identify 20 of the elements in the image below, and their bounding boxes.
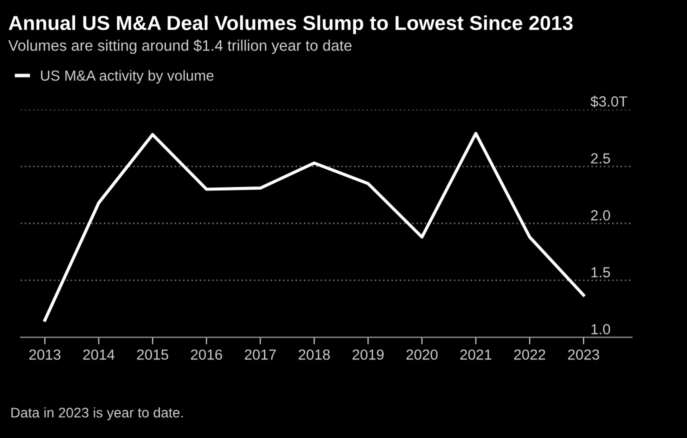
x-tick-label: 2017 bbox=[244, 349, 276, 360]
x-tick-label: 2020 bbox=[406, 349, 438, 360]
y-tick-label: 2.5 bbox=[591, 153, 610, 164]
x-tick-label: 2013 bbox=[29, 349, 60, 360]
x-tick-label: 2023 bbox=[568, 349, 600, 360]
y-tick-label: 1.5 bbox=[591, 267, 610, 278]
text: Data in 2023 is year to date. bbox=[11, 407, 183, 420]
y-tick-label: 1.0 bbox=[591, 324, 610, 334]
y-tick-label: $3.0T bbox=[590, 96, 628, 108]
chart-title: Annual US M&A Deal Volumes Slump to Lowest Since 2013 bbox=[8, 15, 573, 34]
x-tick-label: 2014 bbox=[83, 349, 115, 360]
x-tick-label: 2022 bbox=[514, 349, 546, 360]
x-tick-label: 2021 bbox=[460, 349, 492, 360]
chart-subtitle: Volumes are sitting around $1.4 trillion year to date bbox=[8, 39, 352, 54]
x-tick-label: 2015 bbox=[137, 349, 168, 360]
x-tick-label: 2019 bbox=[352, 349, 384, 360]
x-tick-label: 2016 bbox=[190, 349, 222, 360]
legend-label: US M&A activity by volume bbox=[41, 70, 214, 84]
x-tick-label: 2018 bbox=[298, 349, 330, 360]
y-tick-label: 2.0 bbox=[591, 210, 610, 220]
